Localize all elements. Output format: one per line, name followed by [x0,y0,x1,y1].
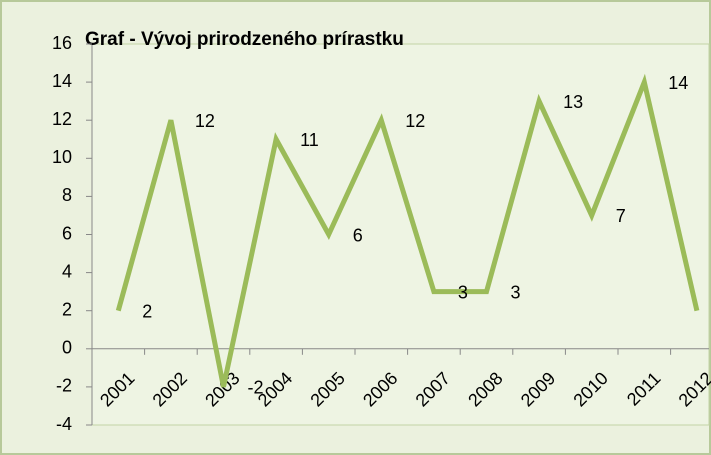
line-series [115,73,700,388]
data-label: 3 [511,282,521,302]
data-label: 12 [195,111,215,131]
data-label: 2 [142,301,152,321]
y-tick-label: 10 [52,147,72,167]
data-label: -2 [248,378,264,398]
y-tick-label: 12 [52,109,72,129]
y-tick-label: 0 [62,338,72,358]
data-label: 6 [353,225,363,245]
y-tick-label: 14 [52,71,72,91]
plot-area [91,43,710,426]
data-label: 7 [616,206,626,226]
data-label: 13 [563,92,583,112]
data-label: 14 [668,73,688,93]
y-tick-label: 16 [52,33,72,53]
y-tick-label: 4 [62,261,72,281]
data-label: 12 [405,111,425,131]
data-label: 3 [458,282,468,302]
y-tick-label: 6 [62,223,72,243]
y-tick-label: -4 [56,414,72,434]
y-tick-label: 8 [62,185,72,205]
y-tick-label: 2 [62,299,72,319]
chart-title: Graf - Vývoj prirodzeného prírastku [85,29,404,50]
data-label: 11 [300,130,319,150]
y-tick-label: -2 [56,376,72,396]
